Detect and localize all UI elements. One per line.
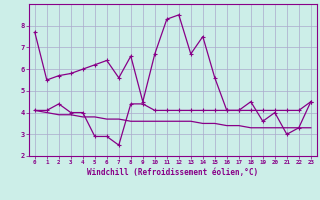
X-axis label: Windchill (Refroidissement éolien,°C): Windchill (Refroidissement éolien,°C) [87, 168, 258, 177]
